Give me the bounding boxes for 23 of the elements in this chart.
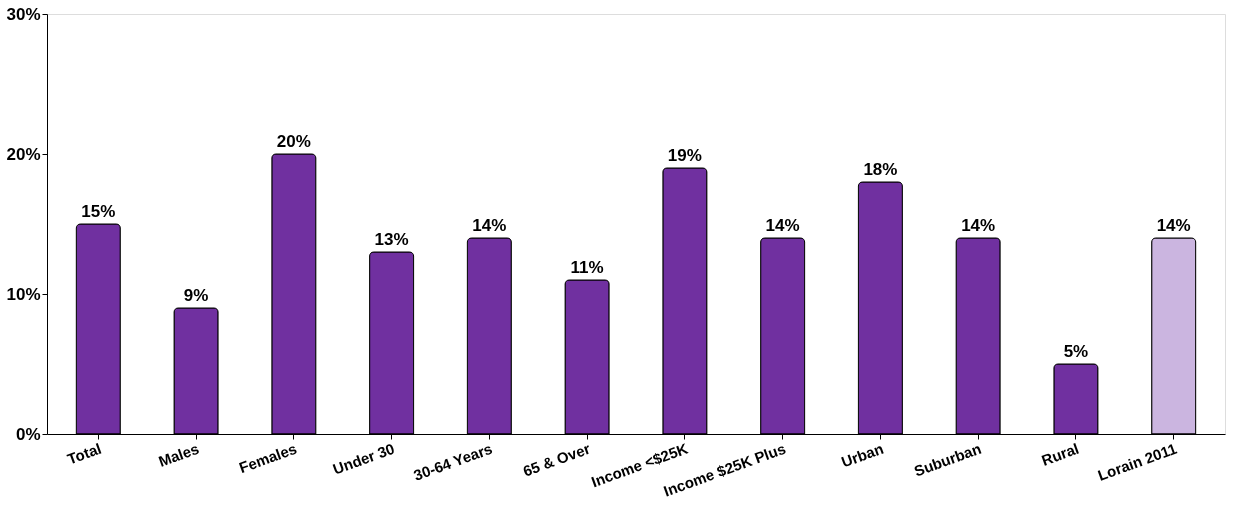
data-label: 13% <box>374 230 409 249</box>
data-label: 20% <box>276 132 311 151</box>
x-tick-label: Rural <box>1039 439 1082 469</box>
y-tick-label: 10% <box>6 284 41 304</box>
data-label: 18% <box>863 160 898 179</box>
x-tick-label: Lorain 2011 <box>1095 439 1179 484</box>
data-label: 14% <box>765 216 800 235</box>
x-tick-label: Total <box>65 439 104 468</box>
data-label: 14% <box>1156 216 1191 235</box>
data-label: 11% <box>570 258 604 277</box>
data-label: 14% <box>961 216 996 235</box>
x-tick-label: Under 30 <box>330 439 397 478</box>
data-label: 14% <box>472 216 507 235</box>
y-tick-label: 0% <box>15 424 41 444</box>
x-tick-label: 30-64 Years <box>411 439 495 484</box>
y-tick-label: 30% <box>6 4 41 24</box>
x-tick-label: Urban <box>838 439 886 471</box>
data-label: 9% <box>183 286 209 305</box>
data-label: 5% <box>1063 342 1089 361</box>
data-label: 19% <box>667 146 702 165</box>
x-tick-label: Males <box>156 439 202 470</box>
data-label: 15% <box>81 202 116 221</box>
y-tick-label: 20% <box>6 144 41 164</box>
